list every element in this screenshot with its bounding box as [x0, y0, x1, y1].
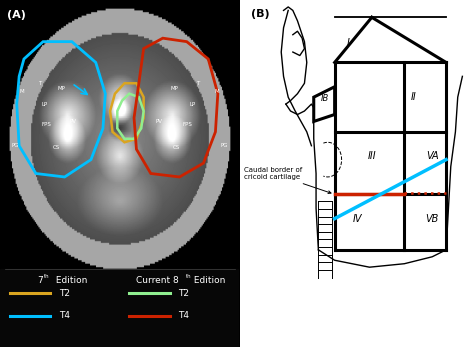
Bar — [0, 269, 239, 347]
Text: Current 8: Current 8 — [137, 276, 179, 285]
Text: (B): (B) — [251, 9, 270, 19]
Text: Edition: Edition — [53, 276, 87, 285]
Text: T: T — [38, 81, 41, 86]
Text: CS: CS — [173, 145, 180, 150]
Text: th: th — [185, 274, 191, 279]
Text: MP: MP — [171, 86, 179, 91]
Text: T: T — [196, 81, 199, 86]
Text: II: II — [411, 92, 417, 102]
Text: M: M — [214, 90, 219, 94]
Text: IB: IB — [321, 94, 329, 103]
Text: Edition: Edition — [191, 276, 226, 285]
Text: PG: PG — [220, 143, 228, 148]
Text: M: M — [19, 90, 24, 94]
Text: T2: T2 — [178, 289, 189, 298]
Text: Caudal border of
cricoid cartilage: Caudal border of cricoid cartilage — [244, 167, 331, 194]
Text: (A): (A) — [7, 10, 26, 20]
Text: PG: PG — [12, 143, 19, 148]
Text: III: III — [367, 151, 376, 161]
Text: T4: T4 — [178, 311, 189, 320]
Text: FPS: FPS — [42, 122, 52, 127]
Text: VA: VA — [426, 151, 438, 161]
Text: T2: T2 — [59, 289, 70, 298]
Text: 7: 7 — [37, 276, 43, 285]
Text: PV: PV — [70, 119, 76, 124]
Text: LP: LP — [41, 102, 47, 107]
Text: T4: T4 — [59, 311, 70, 320]
Text: FPS: FPS — [183, 122, 193, 127]
Text: LP: LP — [190, 102, 196, 107]
Text: CS: CS — [53, 145, 60, 150]
Text: I: I — [347, 39, 350, 48]
Text: PV: PV — [155, 119, 163, 124]
Text: VB: VB — [426, 214, 439, 223]
Text: MP: MP — [57, 86, 65, 91]
Text: IV: IV — [353, 214, 363, 223]
Text: th: th — [44, 274, 50, 279]
